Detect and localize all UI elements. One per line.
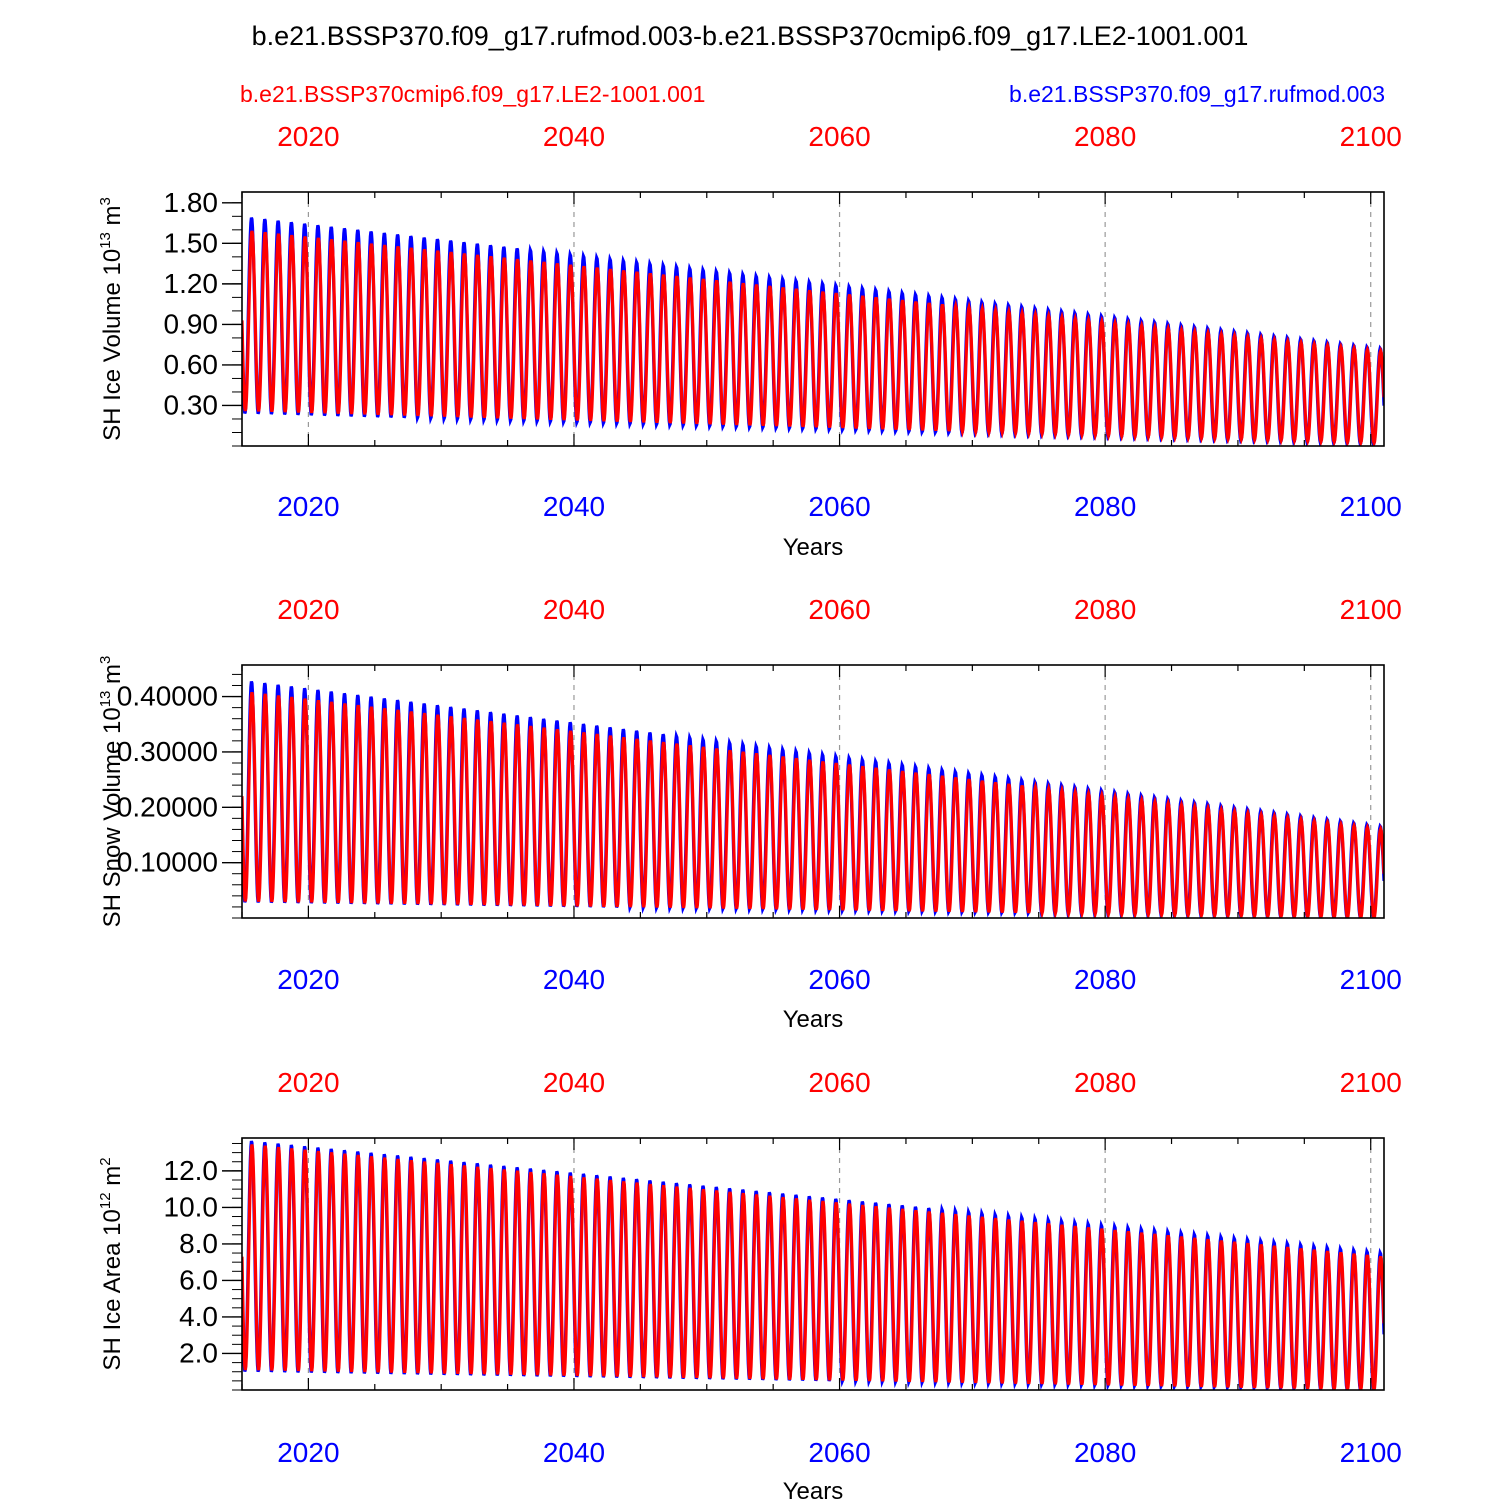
xtick-label-top-2020: 2020	[277, 594, 339, 625]
xtick-label-top-2060: 2060	[808, 594, 870, 625]
ytick-label: 4.0	[179, 1301, 218, 1332]
xtick-label-bottom-2020: 2020	[277, 491, 339, 522]
xtick-label-bottom-2100: 2100	[1340, 1437, 1402, 1468]
xtick-label-bottom-2020: 2020	[277, 964, 339, 995]
xtick-label-bottom-2080: 2080	[1074, 491, 1136, 522]
xtick-label-bottom-2040: 2040	[543, 491, 605, 522]
ytick-label: 10.0	[164, 1191, 219, 1222]
ytick-label: 0.30	[164, 389, 219, 420]
xtick-label-top-2020: 2020	[277, 121, 339, 152]
xtick-label-bottom-2080: 2080	[1074, 1437, 1136, 1468]
ytick-label: 0.30000	[117, 736, 218, 767]
xtick-label-bottom-2100: 2100	[1340, 491, 1402, 522]
series-line-red	[242, 1144, 1384, 1390]
plot-frame	[241, 191, 1385, 447]
xtick-label-top-2060: 2060	[808, 1067, 870, 1098]
ytick-label: 8.0	[179, 1228, 218, 1259]
yaxis-title: SH Snow Volume 1013 m3	[97, 656, 126, 928]
xtick-label-top-2040: 2040	[543, 121, 605, 152]
ytick-label: 1.50	[164, 227, 219, 258]
xaxis-title: Years	[783, 1478, 844, 1500]
xtick-label-top-2080: 2080	[1074, 1067, 1136, 1098]
ytick-label: 0.60	[164, 349, 219, 380]
xtick-label-bottom-2060: 2060	[808, 1437, 870, 1468]
plot-frame	[241, 664, 1385, 919]
yaxis-title: SH Ice Area 1012 m2	[97, 1157, 126, 1370]
ytick-label: 1.20	[164, 268, 219, 299]
legend-left-label: b.e21.BSSP370cmip6.f09_g17.LE2-1001.001	[240, 81, 705, 107]
legend-right-label: b.e21.BSSP370.f09_g17.rufmod.003	[1009, 81, 1385, 107]
xtick-label-top-2060: 2060	[808, 121, 870, 152]
xtick-label-top-2100: 2100	[1340, 594, 1402, 625]
xtick-label-bottom-2060: 2060	[808, 964, 870, 995]
xtick-label-bottom-2080: 2080	[1074, 964, 1136, 995]
yaxis-title: SH Ice Volume 1013 m3	[97, 197, 126, 441]
xaxis-title: Years	[783, 534, 844, 561]
ytick-label: 0.40000	[117, 681, 218, 712]
ytick-label: 6.0	[179, 1264, 218, 1295]
xtick-label-bottom-2040: 2040	[543, 964, 605, 995]
ytick-label: 0.10000	[117, 847, 218, 878]
ytick-label: 1.80	[164, 187, 219, 218]
xtick-label-bottom-2020: 2020	[277, 1437, 339, 1468]
xtick-label-bottom-2100: 2100	[1340, 964, 1402, 995]
panel-1: 0.30 0.60 0.90 1.20 1.50 1.80 2020 2020 2040 2040…	[97, 121, 1402, 561]
xtick-label-top-2080: 2080	[1074, 594, 1136, 625]
ytick-label: 12.0	[164, 1155, 219, 1186]
plot-frame	[241, 1137, 1385, 1391]
panel-2: 0.10000 0.20000 0.30000 0.40000 2020 2020 2040…	[97, 594, 1402, 1033]
panel-3: 2.0 4.0 6.0 8.0 10.0 12.0 2020 2020 2040 2040 2060…	[97, 1067, 1402, 1500]
xtick-label-top-2100: 2100	[1340, 1067, 1402, 1098]
figure-title: b.e21.BSSP370.f09_g17.rufmod.003-b.e21.B…	[252, 21, 1249, 51]
xtick-label-top-2020: 2020	[277, 1067, 339, 1098]
xtick-label-top-2040: 2040	[543, 1067, 605, 1098]
ytick-label: 0.90	[164, 308, 219, 339]
xtick-label-top-2080: 2080	[1074, 121, 1136, 152]
xtick-label-bottom-2040: 2040	[543, 1437, 605, 1468]
series-line-red	[242, 230, 1384, 446]
xtick-label-top-2040: 2040	[543, 594, 605, 625]
ytick-label: 2.0	[179, 1337, 218, 1368]
series-line-red	[242, 691, 1384, 918]
ytick-label: 0.20000	[117, 791, 218, 822]
xtick-label-top-2100: 2100	[1340, 121, 1402, 152]
xtick-label-bottom-2060: 2060	[808, 491, 870, 522]
xaxis-title: Years	[783, 1006, 844, 1033]
